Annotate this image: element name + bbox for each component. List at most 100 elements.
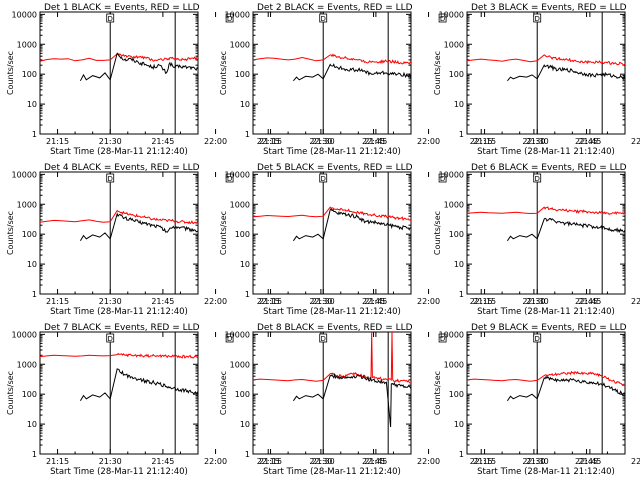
marker-box bbox=[225, 13, 234, 23]
marker-label: D bbox=[227, 15, 232, 23]
panel-title: Det 3 BLACK = Events, RED = LLD bbox=[471, 3, 627, 13]
marker-label: D bbox=[535, 175, 540, 183]
x-axis-label: Start Time (28-Mar-11 21:12:40) bbox=[263, 147, 401, 157]
y-tick-label: 1 bbox=[32, 290, 37, 299]
y-tick-label: 10 bbox=[454, 100, 464, 109]
x-tick-label: 22:00 bbox=[417, 457, 440, 466]
marker-box bbox=[438, 13, 447, 23]
x-tick-label: 21:15 bbox=[259, 137, 282, 146]
plot-area bbox=[40, 12, 198, 134]
x-axis-label: Start Time (28-Mar-11 21:12:40) bbox=[50, 467, 188, 477]
y-tick-label: 1000 bbox=[444, 40, 464, 49]
panel-title: Det 2 BLACK = Events, RED = LLD bbox=[257, 3, 413, 13]
y-tick-label: 1 bbox=[32, 130, 37, 139]
series-lld-line bbox=[40, 53, 198, 62]
panel-3: Det 3 BLACK = Events, RED = LLD 1 10 100 100… bbox=[433, 3, 640, 157]
x-axis-label: Start Time (28-Mar-11 21:12:40) bbox=[50, 147, 188, 157]
x-tick-label: 22:00 bbox=[631, 457, 640, 466]
y-tick-label: 100 bbox=[449, 70, 464, 79]
x-tick-label: 22:45 bbox=[362, 457, 385, 466]
plot-frame bbox=[466, 331, 626, 455]
x-tick-label: 22:15 bbox=[470, 457, 493, 466]
marker-label: D bbox=[535, 15, 540, 23]
x-tick-label: 21:15 bbox=[473, 297, 496, 306]
x-tick-label: 22:00 bbox=[417, 297, 440, 306]
x-tick-label: 22:30 bbox=[522, 137, 545, 146]
x-tick-label: 21:45 bbox=[364, 297, 387, 306]
x-tick-label: 21:30 bbox=[526, 297, 549, 306]
x-tick-label: 22:15 bbox=[470, 137, 493, 146]
marker-label: D bbox=[108, 175, 113, 183]
y-tick-label: 10 bbox=[27, 100, 37, 109]
y-tick-label: 1000 bbox=[230, 40, 250, 49]
y-tick-label: 1000 bbox=[17, 40, 37, 49]
y-tick-label: 100 bbox=[449, 230, 464, 239]
series-events-line bbox=[506, 375, 625, 402]
marker-box bbox=[319, 173, 328, 183]
panel-5: Det 5 BLACK = Events, RED = LLD 1 10 100 100… bbox=[219, 163, 598, 317]
x-axis-label: Start Time (28-Mar-11 21:12:40) bbox=[50, 307, 188, 317]
marker-box bbox=[106, 13, 115, 23]
panel-4: Det 4 BLACK = Events, RED = LLD 1 10 100 100… bbox=[6, 163, 385, 317]
series-lld-line bbox=[467, 54, 625, 66]
marker-label: D bbox=[321, 15, 326, 23]
plot-frame bbox=[252, 331, 412, 455]
series-events-line bbox=[292, 372, 411, 428]
y-tick-label: 10 bbox=[454, 260, 464, 269]
y-tick-label: 1 bbox=[245, 290, 250, 299]
marker-box bbox=[438, 333, 447, 343]
panel-title: Det 5 BLACK = Events, RED = LLD bbox=[257, 163, 413, 173]
series-lld-line bbox=[467, 206, 625, 216]
x-tick-label: 22:15 bbox=[257, 297, 280, 306]
x-tick-label: 21:30 bbox=[312, 457, 335, 466]
marker-box bbox=[319, 333, 328, 343]
x-tick-label: 22:00 bbox=[204, 137, 227, 146]
marker-label: D bbox=[321, 335, 326, 343]
marker-label: D bbox=[227, 335, 232, 343]
x-tick-label: 22:45 bbox=[575, 457, 598, 466]
series-events-line bbox=[506, 217, 625, 242]
panel-title: Det 8 BLACK = Events, RED = LLD bbox=[257, 323, 413, 333]
series-events-line bbox=[293, 63, 411, 82]
y-tick-label: 10 bbox=[27, 260, 37, 269]
plot-frame bbox=[39, 11, 199, 135]
y-tick-label: 10000 bbox=[439, 330, 464, 339]
marker-label: D bbox=[440, 335, 445, 343]
plot-area bbox=[467, 172, 625, 294]
x-tick-label: 21:45 bbox=[578, 297, 601, 306]
y-tick-label: 10000 bbox=[225, 330, 250, 339]
y-tick-label: 10000 bbox=[12, 170, 37, 179]
marker-label: D bbox=[108, 15, 113, 23]
panel-9: Det 9 BLACK = Events, RED = LLD 1 10 100 100… bbox=[433, 323, 640, 477]
plot-frame bbox=[252, 171, 412, 295]
x-tick-label: 21:15 bbox=[473, 457, 496, 466]
panel-title: Det 9 BLACK = Events, RED = LLD bbox=[471, 323, 627, 333]
panel-8: Det 8 BLACK = Events, RED = LLD 1 10 100 100… bbox=[219, 323, 598, 477]
y-tick-label: 100 bbox=[449, 390, 464, 399]
x-tick-label: 21:30 bbox=[526, 457, 549, 466]
series-events-line bbox=[79, 368, 198, 402]
y-tick-label: 1000 bbox=[17, 360, 37, 369]
x-tick-label: 21:45 bbox=[151, 137, 174, 146]
x-tick-label: 22:45 bbox=[575, 297, 598, 306]
panel-title: Det 6 BLACK = Events, RED = LLD bbox=[471, 163, 627, 173]
y-tick-label: 10000 bbox=[225, 170, 250, 179]
series-lld-line bbox=[253, 206, 411, 222]
plot-area bbox=[253, 12, 411, 134]
y-tick-label: 10 bbox=[27, 420, 37, 429]
panel-title: Det 4 BLACK = Events, RED = LLD bbox=[44, 163, 200, 173]
series-events-line bbox=[79, 212, 198, 242]
x-tick-label: 22:00 bbox=[204, 297, 227, 306]
x-tick-label: 22:15 bbox=[257, 457, 280, 466]
x-tick-label: 22:45 bbox=[575, 137, 598, 146]
series-events-line bbox=[79, 52, 198, 82]
y-tick-label: 100 bbox=[22, 230, 37, 239]
y-tick-label: 10000 bbox=[439, 170, 464, 179]
y-axis-label: Counts/sec bbox=[219, 51, 228, 95]
y-axis-label: Counts/sec bbox=[219, 211, 228, 255]
series-lld-line bbox=[40, 352, 198, 359]
plot-area bbox=[253, 332, 411, 454]
y-axis-label: Counts/sec bbox=[433, 211, 442, 255]
x-tick-label: 22:30 bbox=[522, 457, 545, 466]
marker-box bbox=[533, 333, 542, 343]
